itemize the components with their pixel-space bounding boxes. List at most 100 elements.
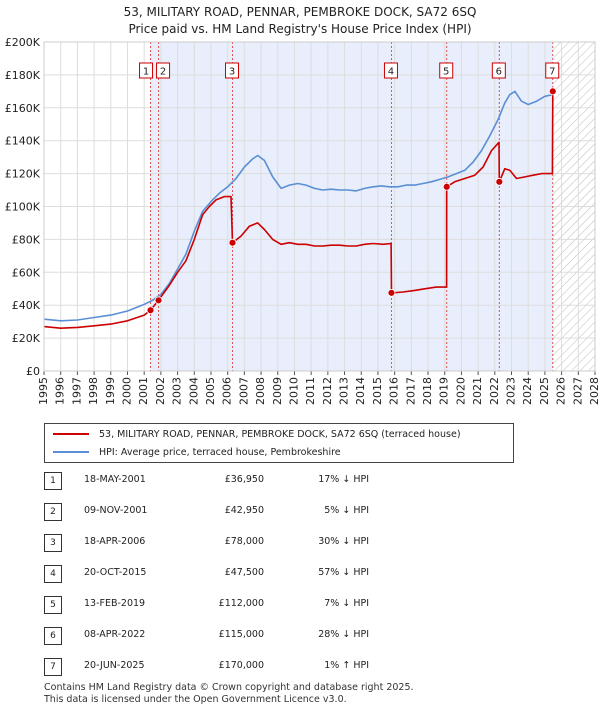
sale-label-box (156, 62, 171, 79)
sale-hpi-diff: 17% ↓ HPI (318, 474, 369, 485)
sale-label-box (545, 62, 560, 79)
table-row: 3 18-APR-2006 £78,000 30% ↓ HPI (44, 534, 404, 552)
x-tick-label: 2018 (421, 377, 434, 405)
y-tick-label: £120K (5, 168, 41, 181)
sale-date: 20-OCT-2015 (84, 567, 147, 578)
x-tick-label: 1995 (37, 377, 50, 405)
chart-title-block: 53, MILITARY ROAD, PENNAR, PEMBROKE DOCK… (0, 4, 600, 38)
y-tick-label: £0 (26, 365, 40, 378)
sale-price: £170,000 (218, 660, 264, 671)
x-tick-label: 2016 (388, 377, 401, 405)
sale-hpi-diff: 7% ↓ HPI (324, 598, 369, 609)
sale-label-box (225, 62, 240, 79)
sale-hpi-diff: 5% ↓ HPI (324, 505, 369, 516)
legend-swatch-property (53, 433, 89, 435)
plot-frame (43, 41, 596, 372)
sale-label: 2 (160, 67, 166, 78)
x-tick-label: 2008 (254, 377, 267, 405)
sale-badge: 2 (44, 503, 62, 521)
table-row: 5 13-FEB-2019 £112,000 7% ↓ HPI (44, 596, 404, 614)
footer-licence: This data is licensed under the Open Gov… (44, 694, 347, 705)
sale-badge: 3 (44, 534, 62, 552)
sale-price: £115,000 (218, 629, 264, 640)
sale-price: £42,950 (224, 505, 264, 516)
x-tick-label: 2000 (120, 377, 133, 405)
sale-label-box (439, 62, 454, 79)
sale-point (495, 177, 504, 186)
x-tick-label: 2002 (154, 377, 167, 405)
sale-date: 09-NOV-2001 (84, 505, 148, 516)
x-tick-label: 2025 (538, 377, 551, 405)
footer: Contains HM Land Registry data © Crown c… (44, 682, 414, 706)
x-tick-label: 2024 (521, 377, 534, 405)
legend-item-property: 53, MILITARY ROAD, PENNAR, PEMBROKE DOCK… (53, 426, 461, 442)
x-tick-label: 2028 (588, 377, 600, 405)
x-tick-label: 1997 (70, 377, 83, 405)
x-tick-label: 1996 (54, 377, 67, 405)
x-tick-label: 2010 (287, 377, 300, 405)
sale-label: 4 (388, 67, 394, 78)
sale-hpi-diff: 57% ↓ HPI (318, 567, 369, 578)
x-tick-label: 2007 (237, 377, 250, 405)
sale-label: 1 (143, 67, 149, 78)
x-tick-label: 2023 (505, 377, 518, 405)
y-tick-label: £40K (12, 299, 41, 312)
sale-label-box (383, 62, 398, 79)
sale-price: £47,500 (224, 567, 264, 578)
x-tick-label: 1999 (104, 377, 117, 405)
sale-label: 5 (443, 67, 449, 78)
y-tick-label: £200K (5, 36, 41, 49)
sale-date: 18-MAY-2001 (84, 474, 146, 485)
x-tick-label: 2017 (404, 377, 417, 405)
x-tick-label: 2015 (371, 377, 384, 405)
sale-badge: 1 (44, 472, 62, 490)
legend-item-hpi: HPI: Average price, terraced house, Pemb… (53, 444, 341, 460)
table-row: 7 20-JUN-2025 £170,000 1% ↑ HPI (44, 658, 404, 676)
table-row: 6 08-APR-2022 £115,000 28% ↓ HPI (44, 627, 404, 645)
sale-point (548, 87, 557, 96)
chart-title: 53, MILITARY ROAD, PENNAR, PEMBROKE DOCK… (123, 5, 477, 19)
sale-price: £112,000 (218, 598, 264, 609)
sale-point (442, 182, 451, 191)
y-tick-label: £160K (5, 102, 41, 115)
legend-label-property: 53, MILITARY ROAD, PENNAR, PEMBROKE DOCK… (99, 428, 461, 440)
sale-label: 6 (496, 67, 502, 78)
property-price-line (44, 91, 554, 329)
x-tick-label: 2022 (488, 377, 501, 405)
sale-point (387, 288, 396, 297)
x-tick-label: 2003 (171, 377, 184, 405)
x-tick-label: 2011 (304, 377, 317, 405)
sale-badge: 5 (44, 596, 62, 614)
table-row: 2 09-NOV-2001 £42,950 5% ↓ HPI (44, 503, 404, 521)
sale-date: 20-JUN-2025 (84, 660, 145, 671)
y-tick-label: £140K (5, 135, 41, 148)
x-tick-label: 2012 (321, 377, 334, 405)
y-tick-label: £180K (5, 69, 41, 82)
sale-date: 13-FEB-2019 (84, 598, 146, 609)
sale-price: £36,950 (224, 474, 264, 485)
sale-date: 08-APR-2022 (84, 629, 146, 640)
chart-subtitle: Price paid vs. HM Land Registry's House … (128, 22, 472, 36)
y-tick-label: £60K (12, 266, 41, 279)
x-tick-label: 2004 (187, 377, 200, 405)
sale-badge: 4 (44, 565, 62, 583)
sale-point (154, 296, 163, 305)
sale-badge: 6 (44, 627, 62, 645)
sale-label: 3 (229, 67, 235, 78)
x-tick-label: 2014 (354, 377, 367, 405)
sale-hpi-diff: 30% ↓ HPI (318, 536, 369, 547)
legend: 53, MILITARY ROAD, PENNAR, PEMBROKE DOCK… (44, 423, 514, 463)
x-tick-label: 2005 (204, 377, 217, 405)
x-tick-label: 2006 (221, 377, 234, 405)
y-tick-label: £100K (5, 201, 41, 214)
y-tick-label: £20K (12, 332, 41, 345)
legend-swatch-hpi (53, 451, 89, 453)
price-chart: £0 £20K £40K £60K £80K £100K £120K £140K £160K £1… (5, 36, 600, 405)
sale-badge: 7 (44, 658, 62, 676)
y-tick-label: £80K (12, 233, 41, 246)
x-tick-label: 1998 (87, 377, 100, 405)
sale-hpi-diff: 1% ↑ HPI (324, 660, 369, 671)
table-row: 1 18-MAY-2001 £36,950 17% ↓ HPI (44, 472, 404, 490)
sale-point (228, 238, 237, 247)
x-tick-label: 2001 (137, 377, 150, 405)
